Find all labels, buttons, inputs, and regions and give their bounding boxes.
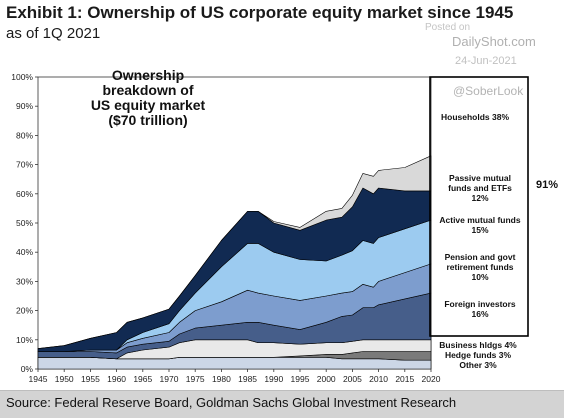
y-tick-label: 100%	[11, 72, 33, 82]
legend-label: Business hldgs 4%	[439, 340, 517, 350]
legend-label: 16%	[471, 309, 488, 319]
x-tick-label: 1955	[81, 374, 100, 384]
legend-label: Hedge funds 3%	[445, 350, 512, 360]
y-tick-label: 80%	[16, 130, 33, 140]
area-passive	[37, 155, 432, 349]
y-tick-label: 40%	[16, 247, 33, 257]
y-tick-label: 0%	[21, 364, 34, 374]
x-tick-label: 2005	[343, 374, 362, 384]
legend-label: 12%	[471, 193, 488, 203]
x-tick-label: 1995	[291, 374, 310, 384]
overlay-text-line: breakdown of	[102, 82, 193, 98]
x-tick-label: 2010	[369, 374, 388, 384]
y-tick-label: 70%	[16, 160, 33, 170]
watermark-date: 24-Jun-2021	[455, 55, 517, 67]
x-tick-label: 1965	[133, 374, 152, 384]
ownership-stacked-area-chart: 0% 10% 20% 30% 40% 50% 60% 70% 80% 90% 100% 1945 195…	[11, 67, 558, 384]
overlay-text-line: US equity market	[91, 97, 206, 113]
legend-label: 10%	[471, 272, 488, 282]
y-tick-label: 90%	[16, 101, 33, 111]
watermark-handle: @SoberLook	[453, 84, 524, 98]
overlay-text-line: Ownership	[112, 67, 184, 83]
x-tick-label: 2000	[317, 374, 336, 384]
legend-label: Pension and govt	[445, 252, 516, 262]
x-tick-label: 1960	[107, 374, 126, 384]
x-tick-label: 2015	[395, 374, 414, 384]
y-tick-label: 10%	[16, 335, 33, 345]
x-tick-label: 1970	[160, 374, 179, 384]
overlay-text-line: ($70 trillion)	[108, 112, 187, 128]
x-tick-label: 1980	[212, 374, 231, 384]
x-tick-label: 1990	[264, 374, 283, 384]
x-tick-label: 1950	[55, 374, 74, 384]
legend-label: Households 38%	[441, 112, 509, 122]
legend-label: Passive mutual	[449, 173, 511, 183]
y-tick-label: 30%	[16, 276, 33, 286]
legend-label: 15%	[471, 225, 488, 235]
bracket-total-label: 91%	[536, 179, 558, 191]
x-tick-label: 1975	[186, 374, 205, 384]
watermark-posted: Posted on	[425, 22, 471, 33]
x-tick-label: 1945	[29, 374, 48, 384]
y-tick-label: 20%	[16, 306, 33, 316]
x-tick-label: 1985	[238, 374, 257, 384]
x-tick-label: 2020	[422, 374, 441, 384]
legend-bracket-box	[429, 76, 529, 337]
watermark-site: DailyShot.com	[452, 34, 536, 49]
y-tick-label: 60%	[16, 189, 33, 199]
legend-label: Foreign investors	[444, 299, 516, 309]
y-tick-label: 50%	[16, 218, 33, 228]
chart-title: Exhibit 1: Ownership of US corporate equ…	[6, 3, 514, 22]
legend-label: Active mutual funds	[439, 215, 521, 225]
legend-label: retirement funds	[446, 262, 513, 272]
legend-label: Other 3%	[459, 360, 497, 370]
source-text: Source: Federal Reserve Board, Goldman S…	[6, 395, 457, 410]
source-bar: Source: Federal Reserve Board, Goldman S…	[0, 390, 564, 418]
legend-label: funds and ETFs	[448, 183, 512, 193]
chart-subtitle: as of 1Q 2021	[6, 25, 101, 42]
